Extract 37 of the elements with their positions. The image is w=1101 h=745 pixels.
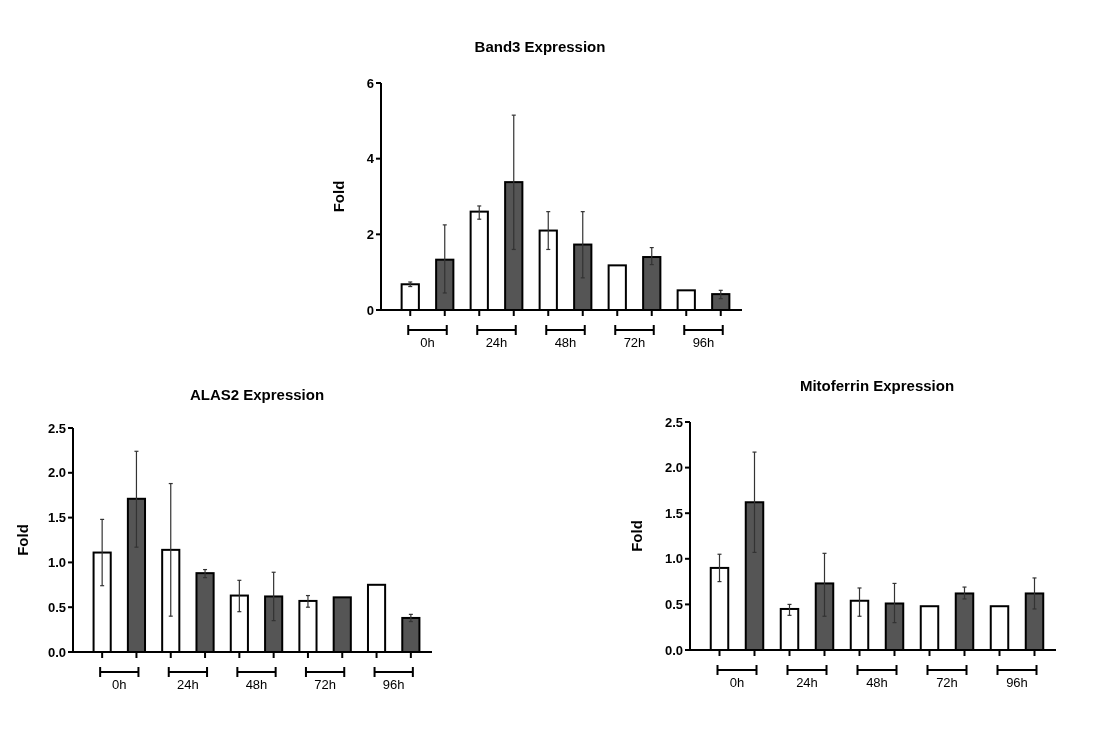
y-axis-title: Fold [13, 524, 31, 556]
x-tick-label: 0h [112, 677, 127, 692]
y-tick-label: 1.0 [47, 554, 66, 570]
y-tick-label: 6 [366, 75, 374, 91]
y-tick-label: 2.5 [47, 420, 66, 436]
chart-title: Band3 Expression [474, 38, 606, 55]
y-tick-label: 2.0 [47, 465, 66, 481]
y-tick-label: 1.5 [664, 505, 683, 521]
y-tick-label: 2.0 [664, 460, 683, 476]
y-tick-label: 1.5 [47, 510, 66, 526]
chart-title: ALAS2 Expression [189, 386, 325, 403]
y-axis-title: Fold [627, 520, 645, 552]
x-tick-label: 24h [485, 335, 508, 350]
x-tick-label: 72h [936, 675, 958, 690]
x-tick-label: 72h [623, 335, 646, 350]
x-tick-label: 96h [382, 677, 405, 692]
y-tick-label: 0 [366, 302, 374, 318]
x-tick-label: 48h [245, 677, 268, 692]
x-tick-label: 0h [420, 335, 435, 350]
y-tick-label: 0.0 [47, 644, 66, 660]
y-axis-title: Fold [329, 180, 347, 213]
y-tick-label: 2 [366, 226, 374, 242]
x-tick-label: 48h [866, 675, 888, 690]
y-tick-label: 0.0 [664, 642, 683, 658]
y-tick-label: 2.5 [664, 414, 683, 430]
x-tick-label: 48h [554, 335, 577, 350]
x-tick-label: 0h [729, 675, 745, 690]
chart-title: Mitoferrin Expression [799, 377, 955, 394]
y-tick-label: 1.0 [664, 551, 683, 567]
x-tick-label: 96h [1006, 675, 1028, 690]
y-tick-label: 4 [366, 151, 375, 167]
y-tick-label: 0.5 [47, 599, 66, 615]
x-tick-label: 24h [177, 677, 199, 692]
x-tick-label: 24h [796, 675, 818, 690]
x-tick-label: 96h [692, 335, 715, 350]
x-tick-label: 72h [314, 677, 336, 692]
y-tick-label: 0.5 [664, 596, 683, 612]
